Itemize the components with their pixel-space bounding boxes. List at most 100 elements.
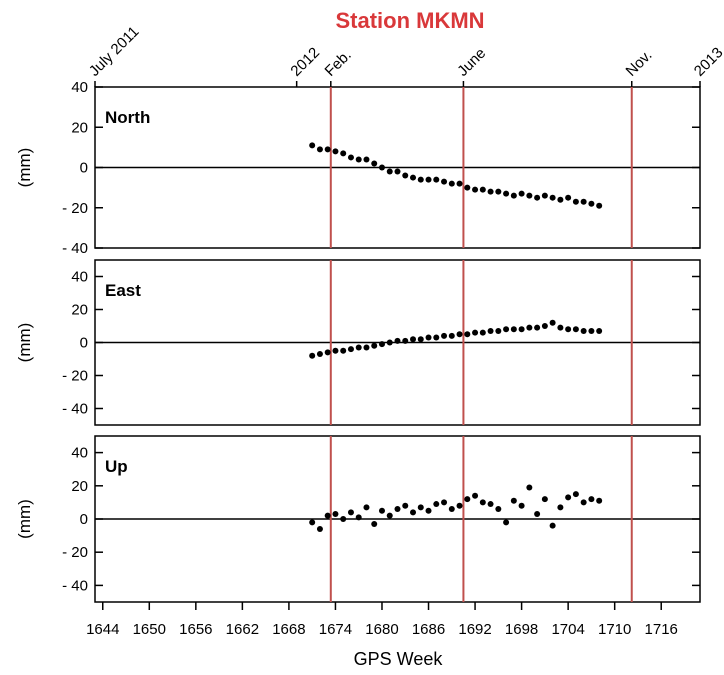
data-point	[340, 516, 347, 522]
data-point	[572, 491, 579, 498]
data-point	[479, 499, 486, 506]
data-point	[510, 497, 517, 504]
panel-label: North	[105, 108, 150, 127]
y-tick-label: 0	[80, 335, 88, 352]
data-point	[541, 192, 548, 199]
data-point	[347, 346, 354, 353]
y-tick-label: 40	[71, 269, 88, 286]
data-point	[340, 347, 347, 354]
data-point	[448, 180, 455, 187]
y-tick-label: 0	[80, 160, 88, 177]
data-point	[316, 351, 323, 358]
top-tick-label: Nov.	[623, 47, 656, 80]
x-tick-label: 1692	[458, 621, 491, 638]
data-point	[549, 522, 556, 529]
chart-title: Station MKMN	[335, 8, 484, 33]
data-point	[363, 504, 370, 511]
data-point	[518, 502, 525, 509]
data-point	[487, 327, 494, 334]
data-point	[464, 331, 471, 338]
data-point	[495, 327, 502, 334]
x-tick-label: 1656	[179, 621, 212, 638]
data-point	[425, 507, 432, 514]
y-tick-label: - 40	[62, 240, 88, 257]
data-point	[487, 188, 494, 195]
data-point	[572, 198, 579, 205]
y-axis-label: (mm)	[15, 323, 34, 363]
top-tick-label: Feb.	[322, 47, 355, 80]
data-point	[510, 326, 517, 333]
data-point	[316, 146, 323, 153]
data-point	[425, 176, 432, 183]
data-point	[503, 190, 510, 197]
data-point	[394, 168, 401, 175]
x-tick-label: 1644	[86, 621, 119, 638]
data-point	[448, 332, 455, 339]
data-point	[580, 198, 587, 205]
data-point	[371, 342, 378, 349]
y-tick-label: 20	[71, 302, 88, 319]
x-tick-label: 1680	[365, 621, 398, 638]
y-tick-label: 20	[71, 119, 88, 136]
x-tick-label: 1662	[226, 621, 259, 638]
data-point	[402, 502, 409, 509]
data-point	[386, 339, 393, 346]
data-point	[549, 319, 556, 326]
x-tick-label: 1674	[319, 621, 352, 638]
data-point	[433, 501, 440, 508]
data-point	[355, 156, 362, 163]
y-tick-label: - 20	[62, 368, 88, 385]
data-point	[355, 514, 362, 521]
data-point	[441, 178, 448, 185]
data-point	[557, 324, 564, 331]
data-point	[441, 332, 448, 339]
top-tick-label: June	[454, 45, 489, 80]
y-tick-label: 40	[71, 445, 88, 462]
data-point	[324, 512, 331, 519]
data-point	[518, 326, 525, 333]
data-point	[518, 190, 525, 197]
data-point	[309, 519, 316, 526]
top-tick-label: 2012	[287, 44, 323, 80]
data-point	[472, 329, 479, 336]
data-point	[557, 504, 564, 511]
y-tick-label: 0	[80, 511, 88, 528]
data-point	[588, 327, 595, 334]
y-tick-label: - 20	[62, 200, 88, 217]
data-point	[316, 525, 323, 532]
data-point	[456, 331, 463, 338]
x-tick-label: 1698	[505, 621, 538, 638]
data-point	[534, 324, 541, 331]
data-point	[441, 499, 448, 506]
data-point	[572, 326, 579, 333]
data-point	[495, 506, 502, 513]
data-point	[596, 202, 603, 209]
data-point	[479, 186, 486, 193]
data-point	[425, 334, 432, 341]
data-point	[433, 334, 440, 341]
data-point	[340, 150, 347, 157]
x-tick-label: 1704	[551, 621, 584, 638]
y-tick-label: - 40	[62, 401, 88, 418]
y-tick-label: - 40	[62, 577, 88, 594]
data-point	[495, 188, 502, 195]
data-point	[402, 172, 409, 179]
data-point	[417, 336, 424, 343]
data-point	[526, 192, 533, 199]
data-point	[588, 496, 595, 503]
data-point	[565, 194, 572, 201]
data-point	[541, 496, 548, 503]
data-point	[371, 160, 378, 167]
data-point	[464, 496, 471, 503]
data-point	[456, 180, 463, 187]
top-tick-label: 2013	[691, 44, 724, 80]
data-point	[487, 501, 494, 508]
data-point	[433, 176, 440, 183]
data-point	[456, 502, 463, 509]
y-axis-label: (mm)	[15, 499, 34, 539]
data-point	[332, 511, 339, 518]
data-point	[565, 494, 572, 501]
data-point	[386, 168, 393, 175]
data-point	[378, 164, 385, 171]
